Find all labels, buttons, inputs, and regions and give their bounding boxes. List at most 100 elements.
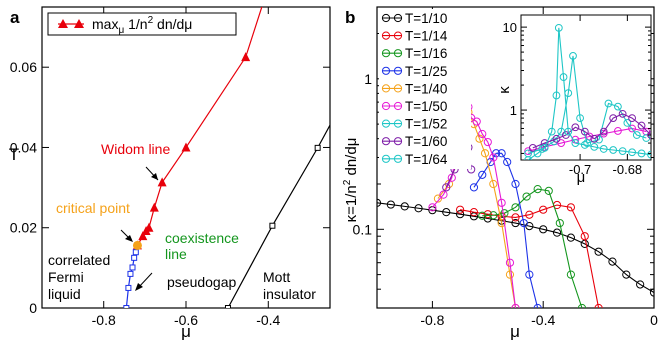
panel-a-axes: -0.8 -0.6 -0.4 0 0.02 0.04 0.06 bbox=[10, 7, 330, 328]
x-tick-label: -0.8 bbox=[92, 312, 116, 328]
data-point bbox=[559, 73, 568, 81]
data-point bbox=[632, 131, 641, 139]
data-point bbox=[547, 127, 556, 136]
legend-marker bbox=[393, 101, 403, 111]
y-tick-label: 1 bbox=[510, 103, 517, 118]
series-line bbox=[482, 188, 583, 308]
data-point bbox=[557, 139, 566, 147]
data-point bbox=[566, 270, 576, 279]
legend-marker bbox=[381, 66, 391, 75]
data-point bbox=[609, 114, 618, 123]
y-tick-label: 0.04 bbox=[10, 139, 37, 155]
data-point bbox=[539, 225, 548, 234]
arrowhead-coexistence bbox=[135, 283, 143, 291]
data-point bbox=[628, 124, 636, 133]
panel-a-legend: maxμ 1/n2 dn/dμ bbox=[47, 12, 237, 36]
data-point bbox=[569, 51, 577, 60]
data-point bbox=[511, 303, 520, 308]
data-point bbox=[552, 228, 562, 237]
data-point bbox=[489, 211, 498, 220]
data-point bbox=[386, 200, 395, 209]
legend-triangle-marker bbox=[58, 19, 68, 28]
data-point bbox=[618, 109, 627, 118]
data-point bbox=[442, 183, 451, 192]
panel-a-xlabel: μ bbox=[181, 322, 191, 341]
legend-marker bbox=[381, 49, 391, 58]
data-point bbox=[594, 247, 603, 256]
data-point bbox=[505, 258, 515, 267]
legend-marker bbox=[393, 13, 403, 23]
legend-marker bbox=[393, 119, 403, 128]
legend-triangle-marker bbox=[74, 19, 84, 28]
annotation-fermi-1: correlated bbox=[48, 252, 110, 268]
data-point bbox=[525, 270, 534, 279]
data-point bbox=[647, 131, 651, 139]
data-point bbox=[533, 184, 542, 194]
series-line bbox=[527, 127, 647, 152]
data-point bbox=[132, 249, 139, 256]
data-point bbox=[544, 186, 553, 195]
y-tick-label: 0.06 bbox=[10, 59, 37, 75]
panel-b-ylabel: κ=1/n2 dn/dμ bbox=[342, 138, 360, 223]
y-tick-label: 0 bbox=[29, 300, 37, 316]
data-point bbox=[566, 203, 576, 212]
annotation-mott: Mott bbox=[263, 269, 290, 285]
data-point bbox=[571, 139, 580, 147]
data-point bbox=[524, 156, 532, 160]
legend-marker bbox=[381, 31, 391, 40]
legend-label: T=1/25 bbox=[405, 64, 447, 79]
data-point bbox=[483, 210, 492, 219]
data-point bbox=[576, 114, 584, 123]
data-point bbox=[552, 91, 561, 100]
data-point bbox=[623, 119, 632, 127]
x-tick-label: -0.8 bbox=[420, 312, 444, 328]
data-point bbox=[525, 210, 534, 219]
x-tick-label: -0.68 bbox=[613, 162, 643, 177]
data-point bbox=[428, 203, 437, 212]
x-tick-label: -0.6 bbox=[174, 312, 198, 328]
data-point bbox=[503, 157, 512, 167]
data-point bbox=[414, 204, 423, 213]
data-point bbox=[127, 270, 134, 277]
data-point bbox=[224, 305, 231, 308]
legend-marker bbox=[393, 137, 403, 146]
data-point bbox=[637, 149, 646, 158]
panel-a-label: a bbox=[10, 8, 20, 27]
data-point bbox=[348, 85, 353, 90]
data-point bbox=[456, 210, 465, 219]
arrowhead-critical bbox=[125, 235, 133, 242]
data-point bbox=[614, 102, 622, 111]
legend-label: maxμ 1/n2 dn/dμ bbox=[92, 15, 192, 36]
data-point bbox=[564, 127, 573, 136]
data-point bbox=[585, 132, 594, 141]
legend-marker bbox=[381, 13, 391, 23]
legend-marker bbox=[393, 66, 403, 75]
data-point bbox=[533, 149, 542, 158]
legend-label: T=1/10 bbox=[405, 11, 447, 26]
data-point bbox=[637, 121, 646, 130]
data-point bbox=[580, 127, 589, 136]
legend-marker bbox=[381, 154, 391, 163]
legend-marker bbox=[393, 84, 403, 93]
arrowhead-widom bbox=[151, 173, 158, 180]
data-point bbox=[314, 144, 321, 151]
data-point bbox=[636, 280, 645, 289]
data-point bbox=[131, 254, 138, 261]
panel-b-plot bbox=[377, 89, 654, 308]
data-point bbox=[149, 202, 159, 212]
panel-b-legend: T=1/10 T=1/14 T=1/16 T=1/25 T=1/40 T=1/50 T=1/… bbox=[379, 9, 471, 169]
data-point bbox=[492, 149, 501, 158]
annotation-critical-point: critical point bbox=[56, 200, 130, 216]
legend-marker bbox=[381, 84, 391, 93]
data-point bbox=[144, 222, 154, 232]
data-point bbox=[483, 137, 492, 147]
data-point bbox=[442, 208, 451, 217]
series-line bbox=[460, 204, 600, 308]
data-point bbox=[571, 123, 580, 132]
data-point bbox=[609, 146, 618, 154]
data-point bbox=[269, 222, 276, 229]
series-line bbox=[532, 113, 651, 149]
data-point bbox=[622, 270, 631, 279]
annotation-coexistence-line: line bbox=[165, 246, 187, 262]
